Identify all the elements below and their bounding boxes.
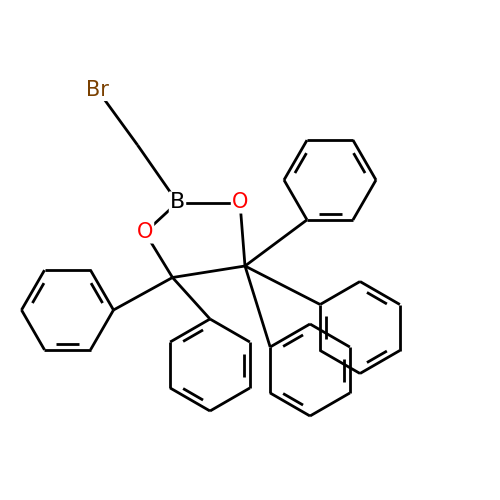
Text: Br: Br: [86, 80, 109, 100]
Text: O: O: [137, 222, 153, 242]
Text: B: B: [170, 192, 185, 212]
Text: O: O: [232, 192, 248, 212]
